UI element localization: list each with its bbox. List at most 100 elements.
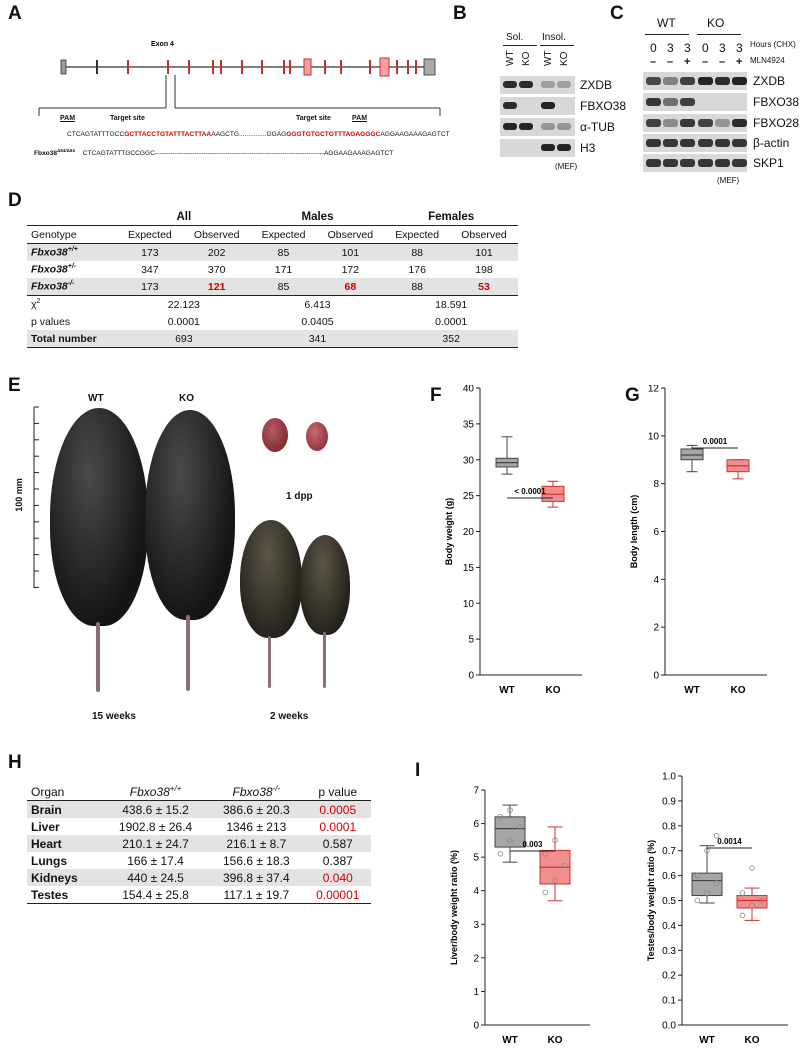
exon-box [303,58,312,76]
mln-value: – [667,56,674,68]
table-row: Fbxo38-/- 173 121 85 68 88 53 [27,278,518,296]
blot-band [715,119,730,127]
panel-label-f: F [430,385,442,406]
y-tick-label: 0 [473,1021,479,1032]
table-row: p values 0.0001 0.0405 0.0001 [31,315,468,328]
y-axis-label: Body length (cm) [629,495,639,569]
p-value-label: 0.003 [522,840,543,849]
blot-strip [643,72,747,90]
data-point [507,807,513,813]
blot-strip [643,154,747,172]
blot-band [541,102,555,109]
table-row: Heart 210.1 ± 24.7 216.1 ± 8.7 0.587 [27,835,371,852]
blot-band [646,159,661,167]
blot-band [541,144,555,151]
table-row: Liver 1902.8 ± 26.4 1346 ± 213 0.0001 [31,819,357,834]
data-point [713,880,720,886]
chart-testes-ratio: 0.0 0.1 0.2 0.3 0.4 0.5 0.6 0.7 0.8 0.9 1.0 Testes/… [646,772,788,1046]
blot-label: H3 [580,141,596,155]
data-point [694,897,701,904]
y-tick-label: 3 [473,920,479,931]
table-row: Total number 693 341 352 [27,330,518,348]
blot-strip [643,134,747,152]
mln-value: – [650,56,657,68]
y-tick-label: 25 [463,491,475,502]
mutant-sequence: Fbxo38Δ64/Δ64 CTCAGTATTTGCCGGC----------… [34,148,393,157]
header-wt: Fbxo38+/+ [103,783,209,801]
wt-seq-target1: GCTTACCTGTATTTACTTAA [124,131,212,138]
mln-value: + [736,56,743,68]
data-point [561,862,568,869]
header-observed: Observed [316,225,385,244]
target-left-label: Target site [110,115,145,122]
wt-seq-target2: GGGTGTGCTGTTTAGAGGGC [286,131,381,138]
blot-c-note: (MEF) [717,176,740,185]
blot-label: FBXO38 [753,95,800,109]
y-tick-label: 2 [473,953,479,964]
y-tick-label: 30 [463,455,475,466]
x-tick-label: WT [499,685,515,696]
mln-label: MLN4924 [750,56,785,65]
blot-band [715,139,730,147]
header-expected: Expected [117,225,183,244]
data-point [758,897,765,904]
sol-underline [503,45,537,46]
table-row: Kidneys 440 ± 24.5 396.8 ± 37.4 0.040 [27,869,371,886]
table-row: Fbxo38+/+ 173 202 85 101 88 101 [27,243,518,261]
blot-strip [500,97,575,115]
y-tick-label: 0 [468,671,474,682]
insol-underline [540,45,574,46]
blot-band [519,81,533,88]
c-ko-label: KO [707,16,725,30]
blot-band [680,98,695,106]
data-point [497,814,504,820]
y-tick-label: 0.6 [662,871,676,882]
blot-label: α-TUB [580,120,615,134]
data-point [739,912,746,919]
mouse-ko-2weeks [300,535,350,635]
blot-band [646,139,661,147]
weeks15-label: 15 weeks [92,711,136,722]
y-tick-label: 20 [463,527,475,538]
chart-body-weight: 0 5 10 15 20 25 30 35 40 Body weight (g) WT KO < 0.0… [444,385,582,696]
insol-label: Insol. [542,32,566,43]
y-axis-label: Liver/body weight ratio (%) [449,850,459,965]
target-right-label: Target site [296,115,331,122]
data-point [749,865,755,871]
c-ko-underline [697,34,741,35]
mln-value: – [702,56,709,68]
x-tick-label: KO [546,685,561,696]
blot-band [663,119,678,127]
y-tick-label: 35 [463,419,475,430]
mut-seq-post: AGGAAGAAAGAGTCT [324,150,394,158]
y-tick-label: 6 [473,819,479,830]
blot-band [503,81,517,88]
blot-label: SKP1 [753,156,784,170]
lane-label: WT [505,50,516,66]
blot-band [663,159,678,167]
dpp-label: 1 dpp [286,491,313,502]
y-tick-label: 1.0 [662,772,676,783]
blot-band [732,139,747,147]
exon-box [379,57,390,77]
y-tick-label: 40 [463,385,475,395]
sol-label: Sol. [506,32,524,43]
y-tick-label: 0.0 [662,1021,676,1032]
mouse-ko-adult [145,410,235,620]
blot-band [698,77,713,85]
mouse-tail [186,615,190,691]
newborn-wt [262,418,288,452]
hours-value: 0 [702,41,709,55]
box-ko [736,895,768,909]
mouse-tail [268,636,271,688]
blot-label: ZXDB [580,78,613,92]
y-tick-label: 10 [463,599,475,610]
group-all: All [176,210,192,223]
data-point [749,902,755,909]
mln-value: – [719,56,726,68]
y-tick-label: 5 [473,853,479,864]
weeks2-label: 2 weeks [270,711,309,722]
panel-label-g: G [625,385,640,406]
blot-label: β-actin [753,136,790,150]
genotype-table: All Males Females Genotype Expected Obse… [27,208,518,348]
